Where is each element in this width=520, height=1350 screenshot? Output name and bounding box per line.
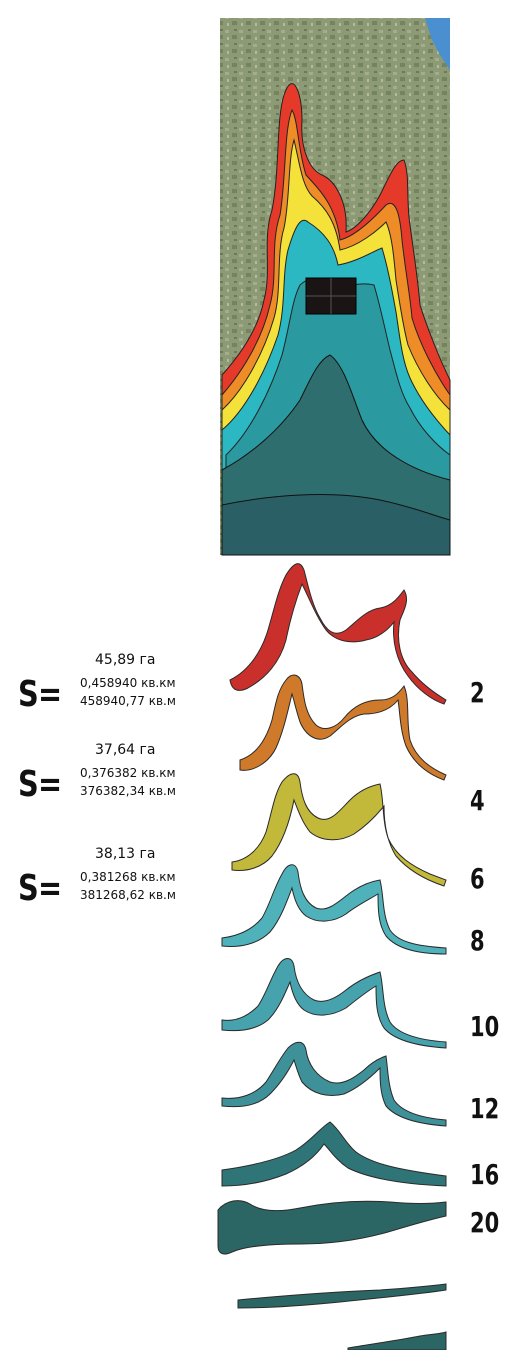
depth-label-2: 2	[470, 676, 485, 709]
area-hectares: 38,13 га	[95, 846, 156, 862]
depth-label-12: 12	[470, 1092, 500, 1125]
area-hectares: 37,64 га	[95, 742, 156, 758]
depth-label-4: 4	[470, 784, 485, 817]
area-symbol: S=	[18, 764, 62, 805]
isobath-6	[231, 773, 447, 887]
depth-label-8: 8	[470, 924, 485, 957]
isobath-4	[239, 674, 447, 781]
depth-label-6: 6	[470, 862, 485, 895]
area-square-m: 376382,34 кв.м	[80, 784, 176, 798]
area-annotation-2: 37,64 га S= 0,376382 кв.км 376382,34 кв.…	[0, 742, 250, 832]
depth-label-20: 20	[470, 1206, 500, 1239]
area-symbol: S=	[18, 674, 62, 715]
area-square-m: 381268,62 кв.м	[80, 888, 176, 902]
area-square-km: 0,458940 кв.км	[80, 676, 176, 690]
isobath-10	[221, 958, 447, 1049]
isobath-deep-2	[347, 1331, 447, 1350]
area-annotation-3: 38,13 га S= 0,381268 кв.км 381268,62 кв.…	[0, 846, 250, 936]
area-square-m: 458940,77 кв.м	[80, 694, 176, 708]
isobath-deep-1	[237, 1283, 447, 1309]
isobath-16	[221, 1121, 447, 1187]
area-symbol: S=	[18, 868, 62, 909]
depth-label-10: 10	[470, 1010, 500, 1043]
isobath-2	[229, 563, 447, 705]
area-hectares: 45,89 га	[95, 652, 156, 668]
area-annotation-1: 45,89 га S= 0,458940 кв.км 458940,77 кв.…	[0, 652, 250, 742]
isobath-20	[217, 1200, 447, 1255]
map-sea-top	[425, 18, 450, 70]
area-square-km: 0,381268 кв.км	[80, 870, 176, 884]
area-square-km: 0,376382 кв.км	[80, 766, 176, 780]
band-deepest	[221, 494, 451, 556]
isobath-layers	[217, 563, 447, 1350]
depth-label-16: 16	[470, 1158, 500, 1191]
satellite-map	[220, 18, 451, 556]
isobath-8	[221, 864, 447, 955]
isobath-12	[221, 1041, 447, 1127]
